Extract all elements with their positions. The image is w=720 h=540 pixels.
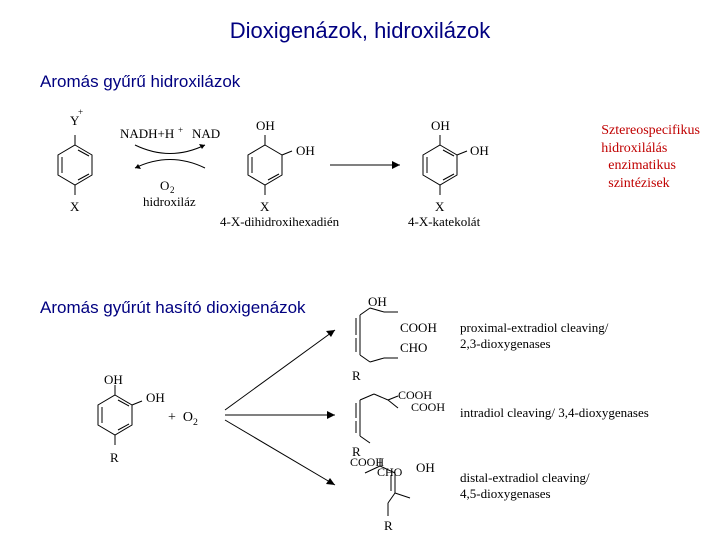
p1-caption: proximal-extradiol cleaving/ 2,3-dioxyge… [460,320,608,352]
page-title: Dioxigenázok, hidroxilázok [0,18,720,44]
svg-text:+: + [178,125,183,135]
svg-text:hidroxiláz: hidroxiláz [143,194,196,209]
svg-text:NAD: NAD [192,126,220,141]
p3-R: R [384,518,393,534]
mol2-caption: 4-X-dihidroxihexadién [220,214,339,230]
reactant-OH1: OH [104,372,123,388]
p1-OH: OH [368,294,387,310]
p2-COOH2: COOH [411,400,445,415]
mol3-X: X [435,199,444,215]
p1-COOH: COOH [400,320,437,336]
mol3-OH1: OH [431,118,450,134]
mol2-OH1: OH [256,118,275,134]
reactant-OH2: OH [146,390,165,406]
mol2-X: X [260,199,269,215]
right-note: Sztereospecifikus hidroxilálás enzimatik… [601,122,700,192]
mol2-OH2: OH [296,143,315,159]
p3-CHO: CHO [377,465,402,480]
reactant-R: R [110,450,119,466]
p1-CHO: CHO [400,340,427,356]
reaction-1-svg: NADH+H + NAD O 2 hidroxiláz [40,100,600,280]
label-X1: X [70,199,79,215]
svg-text:NADH+H: NADH+H [120,126,174,141]
mol3-caption: 4-X-katekolát [408,214,480,230]
label-plus: + [78,107,83,117]
p2-caption: intradiol cleaving/ 3,4-dioxygenases [460,405,649,421]
mol3-OH2: OH [470,143,489,159]
svg-text:O: O [160,178,169,193]
p1-R: R [352,368,361,384]
plus-O2: + O2 [168,410,198,428]
p3-caption: distal-extradiol cleaving/ 4,5-dioxygena… [460,470,590,502]
section-1-heading: Aromás gyűrű hidroxilázok [40,72,240,92]
p3-OH: OH [416,460,435,476]
